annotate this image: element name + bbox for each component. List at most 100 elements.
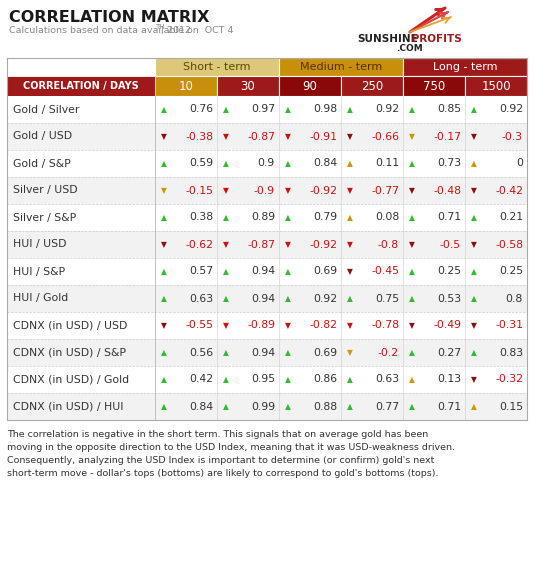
Text: ▼: ▼ — [347, 267, 353, 276]
Text: -0.92: -0.92 — [309, 186, 337, 196]
Text: 0.89: 0.89 — [251, 213, 275, 223]
Text: 0.69: 0.69 — [313, 347, 337, 357]
Text: ▲: ▲ — [347, 375, 353, 384]
Text: ▼: ▼ — [223, 186, 229, 195]
Text: Gold / USD: Gold / USD — [13, 131, 72, 141]
Bar — [7, 393, 527, 420]
Text: 0.84: 0.84 — [189, 401, 213, 411]
Text: ▼: ▼ — [161, 240, 167, 249]
Text: ▲: ▲ — [285, 213, 291, 222]
Bar — [341, 76, 403, 96]
Text: Medium - term: Medium - term — [300, 62, 382, 72]
Text: -0.87: -0.87 — [247, 240, 275, 250]
Text: -0.8: -0.8 — [378, 240, 399, 250]
Text: ▼: ▼ — [223, 321, 229, 330]
Text: ▼: ▼ — [285, 186, 291, 195]
Bar — [465, 76, 527, 96]
Text: ▼: ▼ — [161, 132, 167, 141]
Text: ▲: ▲ — [223, 105, 229, 114]
Text: 0.94: 0.94 — [251, 347, 275, 357]
Text: ▲: ▲ — [285, 375, 291, 384]
Text: 0.15: 0.15 — [499, 401, 523, 411]
Text: The correlation is negative in the short term. This signals that on average gold: The correlation is negative in the short… — [7, 430, 455, 478]
Text: 0.11: 0.11 — [375, 158, 399, 169]
Text: 0.53: 0.53 — [437, 294, 461, 304]
Text: 0.42: 0.42 — [189, 374, 213, 384]
Text: ▼: ▼ — [471, 321, 477, 330]
Text: ▲: ▲ — [409, 159, 415, 168]
Text: -0.38: -0.38 — [185, 131, 213, 141]
Bar — [7, 177, 527, 204]
Text: ▲: ▲ — [347, 159, 353, 168]
Text: -0.78: -0.78 — [371, 321, 399, 331]
Text: 0.98: 0.98 — [313, 104, 337, 114]
Bar — [7, 96, 527, 123]
Text: Long - term: Long - term — [433, 62, 497, 72]
Text: -0.62: -0.62 — [185, 240, 213, 250]
Text: -0.66: -0.66 — [371, 131, 399, 141]
Text: 0.8: 0.8 — [506, 294, 523, 304]
Text: -0.49: -0.49 — [433, 321, 461, 331]
Text: ▼: ▼ — [471, 132, 477, 141]
Text: Short - term: Short - term — [183, 62, 251, 72]
Text: ▲: ▲ — [285, 267, 291, 276]
Text: ▲: ▲ — [347, 105, 353, 114]
Text: 0.95: 0.95 — [251, 374, 275, 384]
Text: -0.32: -0.32 — [495, 374, 523, 384]
Text: -0.2: -0.2 — [378, 347, 399, 357]
Text: 0.13: 0.13 — [437, 374, 461, 384]
Text: ▼: ▼ — [285, 132, 291, 141]
Text: ▼: ▼ — [409, 321, 415, 330]
Text: ▼: ▼ — [285, 240, 291, 249]
Bar — [7, 258, 527, 285]
Text: ▲: ▲ — [285, 348, 291, 357]
Text: -0.91: -0.91 — [309, 131, 337, 141]
Bar — [7, 312, 527, 339]
Text: ▲: ▲ — [347, 213, 353, 222]
Text: 0.73: 0.73 — [437, 158, 461, 169]
Text: -0.77: -0.77 — [371, 186, 399, 196]
Bar — [279, 58, 403, 76]
Text: -0.87: -0.87 — [247, 131, 275, 141]
Text: 0.25: 0.25 — [499, 267, 523, 277]
Text: Gold / Silver: Gold / Silver — [13, 104, 80, 114]
Text: 0.56: 0.56 — [189, 347, 213, 357]
Bar — [217, 76, 279, 96]
Text: 0.92: 0.92 — [499, 104, 523, 114]
Bar — [7, 285, 527, 312]
Text: 90: 90 — [302, 80, 317, 93]
Text: 0.59: 0.59 — [189, 158, 213, 169]
Text: -0.55: -0.55 — [185, 321, 213, 331]
Text: ▼: ▼ — [471, 186, 477, 195]
Text: ▲: ▲ — [409, 375, 415, 384]
Text: 0.97: 0.97 — [251, 104, 275, 114]
Text: ▲: ▲ — [285, 402, 291, 411]
Bar — [7, 150, 527, 177]
Text: HUI / USD: HUI / USD — [13, 240, 66, 250]
Text: ▼: ▼ — [409, 132, 415, 141]
Text: HUI / Gold: HUI / Gold — [13, 294, 68, 304]
Text: ▲: ▲ — [285, 294, 291, 303]
Bar — [7, 123, 527, 150]
Bar — [7, 366, 527, 393]
Text: 0.71: 0.71 — [437, 401, 461, 411]
Text: 0.08: 0.08 — [375, 213, 399, 223]
Text: 0.27: 0.27 — [437, 347, 461, 357]
Bar — [155, 76, 217, 96]
Text: 0.63: 0.63 — [189, 294, 213, 304]
Text: Gold / S&P: Gold / S&P — [13, 158, 71, 169]
Text: -0.5: -0.5 — [440, 240, 461, 250]
Text: ▲: ▲ — [471, 402, 477, 411]
Text: ▲: ▲ — [471, 159, 477, 168]
Text: ▼: ▼ — [285, 321, 291, 330]
Bar — [7, 76, 155, 96]
Text: ▲: ▲ — [409, 267, 415, 276]
Text: ▲: ▲ — [285, 159, 291, 168]
Text: ▼: ▼ — [347, 348, 353, 357]
Text: 0.88: 0.88 — [313, 401, 337, 411]
Text: ▲: ▲ — [471, 213, 477, 222]
Text: Silver / USD: Silver / USD — [13, 186, 77, 196]
Text: CDNX (in USD) / HUI: CDNX (in USD) / HUI — [13, 401, 124, 411]
Text: 30: 30 — [241, 80, 256, 93]
Text: -0.48: -0.48 — [433, 186, 461, 196]
